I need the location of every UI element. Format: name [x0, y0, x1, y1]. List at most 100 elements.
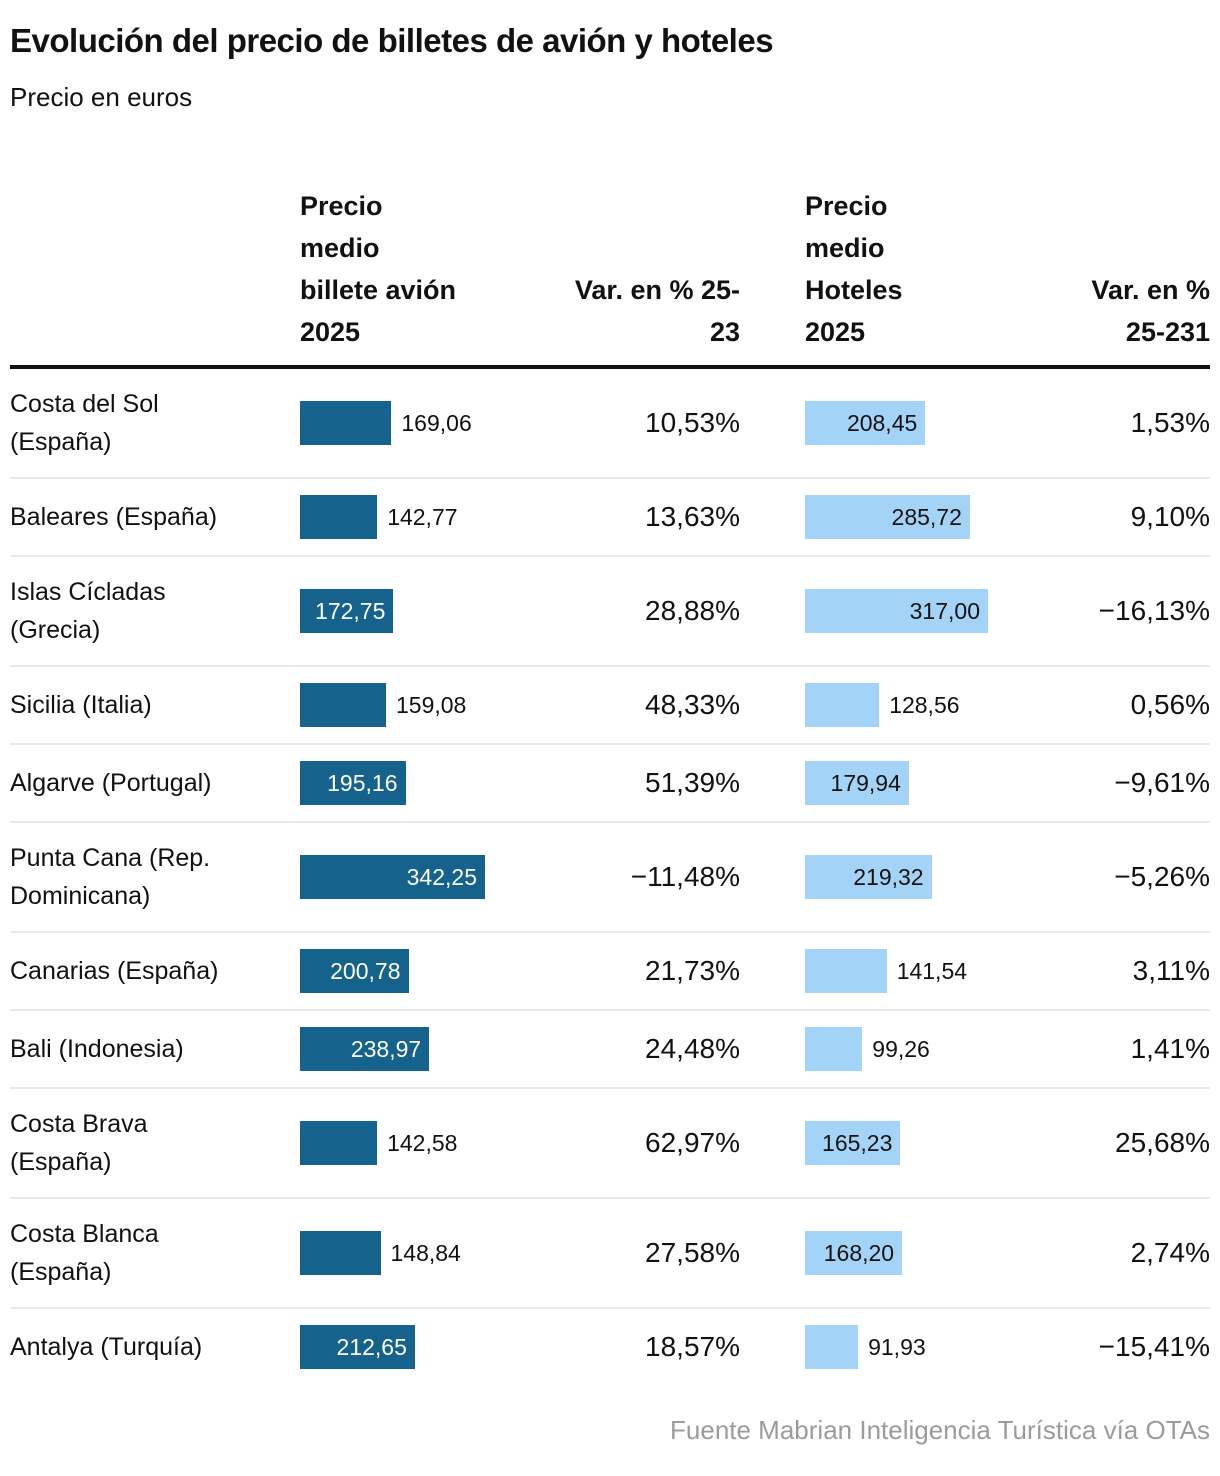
hotel-bar — [805, 1325, 859, 1369]
avion-value: 200,78 — [330, 957, 401, 984]
hotel-bar-cell: 99,26 — [805, 1027, 1035, 1071]
hotel-value: 317,00 — [909, 597, 980, 624]
var-hotel-value: 1,53% — [1130, 407, 1210, 438]
column-header-var-avion: Var. en % 25- 23 — [574, 275, 740, 347]
var-avion-value: 51,39% — [645, 767, 740, 798]
var-hotel-value: −16,13% — [1098, 595, 1210, 626]
hotel-bar-cell: 208,45 — [805, 401, 1035, 445]
var-hotel-value: −9,61% — [1114, 767, 1210, 798]
var-hotel-value: 0,56% — [1130, 689, 1210, 720]
var-avion-value: −11,48% — [630, 861, 740, 892]
avion-value: 142,58 — [387, 1129, 458, 1156]
avion-bar-cell: 200,78 — [300, 949, 530, 993]
var-avion-value: 21,73% — [645, 955, 740, 986]
hotel-bar: 317,00 — [805, 589, 988, 633]
hotel-value: 208,45 — [846, 409, 918, 436]
avion-bar — [300, 401, 392, 445]
var-avion-value: 62,97% — [645, 1127, 740, 1158]
hotel-value: 141,54 — [896, 957, 968, 984]
hotel-bar-cell: 219,32 — [805, 855, 1035, 899]
avion-bar-cell: 142,58 — [300, 1121, 530, 1165]
avion-value: 142,77 — [387, 503, 458, 530]
avion-bar: 238,97 — [300, 1027, 430, 1071]
hotel-bar — [805, 1027, 863, 1071]
destination-label: Baleares (España) — [10, 503, 218, 531]
destination-label: Costa Blanca (España) — [10, 1220, 159, 1286]
table-row: Costa del Sol (España) 169,06 10,53% 208… — [10, 369, 1210, 479]
destination-label: Punta Cana (Rep. Dominicana) — [10, 844, 211, 910]
hotel-bar: 179,94 — [805, 761, 909, 805]
avion-value: 238,97 — [350, 1035, 422, 1062]
var-hotel-value: 9,10% — [1130, 501, 1210, 532]
destination-label: Islas Cícladas (Grecia) — [10, 578, 166, 644]
avion-bar-cell: 159,08 — [300, 683, 530, 727]
avion-bar-cell: 148,84 — [300, 1231, 530, 1275]
destination-label: Algarve (Portugal) — [10, 769, 212, 797]
avion-bar — [300, 1231, 381, 1275]
var-avion-value: 10,53% — [645, 407, 740, 438]
destination-label: Costa Brava (España) — [10, 1110, 148, 1176]
hotel-bar-cell: 128,56 — [805, 683, 1035, 727]
table-row: Bali (Indonesia) 238,97 24,48% 99,26 1,4… — [10, 1011, 1210, 1089]
destination-label: Costa del Sol (España) — [10, 390, 159, 456]
table-row: Baleares (España) 142,77 13,63% 285,72 9… — [10, 479, 1210, 557]
hotel-bar — [805, 683, 880, 727]
avion-bar-cell: 172,75 — [300, 589, 530, 633]
table-row: Costa Brava (España) 142,58 62,97% 165,2… — [10, 1089, 1210, 1199]
hotel-bar-cell: 165,23 — [805, 1121, 1035, 1165]
hotel-value: 219,32 — [853, 863, 924, 890]
avion-value: 172,75 — [315, 597, 386, 624]
avion-value: 342,25 — [406, 863, 477, 890]
hotel-bar: 219,32 — [805, 855, 932, 899]
avion-value: 169,06 — [401, 409, 472, 436]
hotel-bar: 208,45 — [805, 401, 926, 445]
hotel-bar — [805, 949, 887, 993]
column-header-avion-price: Precio medio billete avión 2025 — [300, 191, 457, 347]
hotel-bar-cell: 317,00 — [805, 589, 1035, 633]
avion-bar — [300, 1121, 378, 1165]
destination-label: Antalya (Turquía) — [10, 1333, 203, 1361]
var-avion-value: 48,33% — [645, 689, 740, 720]
avion-value: 212,65 — [336, 1333, 407, 1360]
hotel-value: 285,72 — [891, 503, 962, 530]
avion-bar: 200,78 — [300, 949, 409, 993]
hotel-value: 165,23 — [822, 1129, 893, 1156]
table-row: Punta Cana (Rep. Dominicana) 342,25 −11,… — [10, 823, 1210, 933]
table-row: Algarve (Portugal) 195,16 51,39% 179,94 … — [10, 745, 1210, 823]
table-row: Canarias (España) 200,78 21,73% 141,54 3… — [10, 933, 1210, 1011]
avion-value: 159,08 — [396, 691, 467, 718]
hotel-value: 99,26 — [872, 1035, 930, 1062]
hotel-bar-cell: 179,94 — [805, 761, 1035, 805]
hotel-bar: 165,23 — [805, 1121, 901, 1165]
chart-title: Evolución del precio de billetes de avió… — [10, 22, 774, 59]
hotel-bar-cell: 141,54 — [805, 949, 1035, 993]
hotel-bar-cell: 285,72 — [805, 495, 1035, 539]
source-note: Fuente Mabrian Inteligencia Turística ví… — [670, 1415, 1210, 1445]
hotel-bar: 285,72 — [805, 495, 970, 539]
var-avion-value: 13,63% — [645, 501, 740, 532]
hotel-value: 128,56 — [889, 691, 960, 718]
avion-bar — [300, 683, 386, 727]
table-header-row: Precio medio billete avión 2025 Var. en … — [10, 185, 1210, 369]
destination-label: Canarias (España) — [10, 957, 219, 985]
column-header-hotel-price: Precio medio Hoteles 2025 — [805, 191, 903, 347]
table-body: Costa del Sol (España) 169,06 10,53% 208… — [10, 369, 1210, 1385]
var-hotel-value: 1,41% — [1130, 1033, 1210, 1064]
var-avion-value: 28,88% — [645, 595, 740, 626]
hotel-bar-cell: 91,93 — [805, 1325, 1035, 1369]
hotel-bar-cell: 168,20 — [805, 1231, 1035, 1275]
avion-bar-cell: 212,65 — [300, 1325, 530, 1369]
avion-value: 195,16 — [327, 769, 398, 796]
chart-subtitle: Precio en euros — [10, 82, 193, 112]
var-hotel-value: −5,26% — [1114, 861, 1210, 892]
destination-label: Sicilia (Italia) — [10, 691, 152, 719]
var-avion-value: 24,48% — [645, 1033, 740, 1064]
destination-label: Bali (Indonesia) — [10, 1035, 184, 1063]
avion-bar: 212,65 — [300, 1325, 415, 1369]
avion-bar-cell: 195,16 — [300, 761, 530, 805]
table-row: Antalya (Turquía) 212,65 18,57% 91,93 −1… — [10, 1309, 1210, 1385]
table-row: Sicilia (Italia) 159,08 48,33% 128,56 0,… — [10, 667, 1210, 745]
avion-bar-cell: 238,97 — [300, 1027, 530, 1071]
var-hotel-value: 25,68% — [1115, 1127, 1210, 1158]
column-header-var-hotel: Var. en % 25-231 — [1091, 275, 1210, 347]
